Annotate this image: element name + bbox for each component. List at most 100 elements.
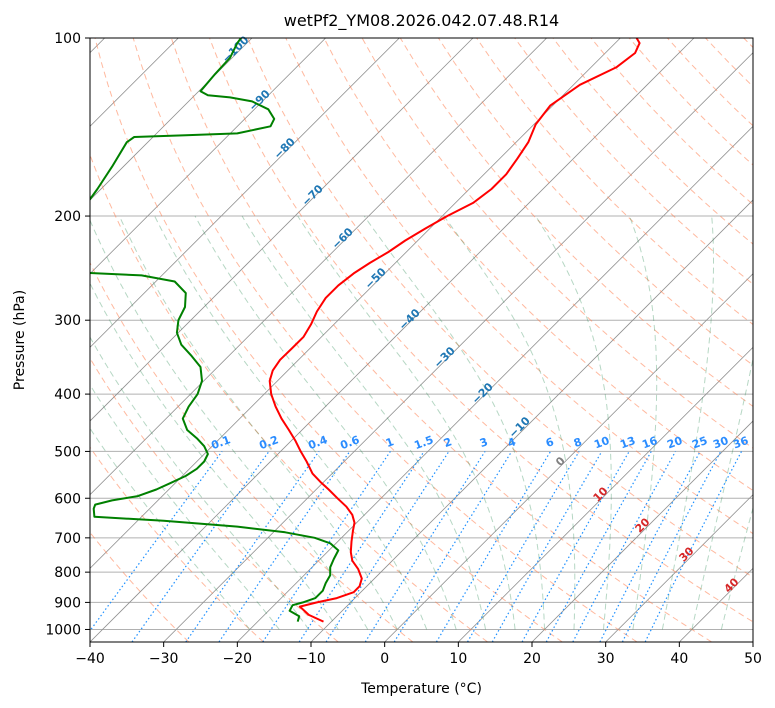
x-tick-label: 0 bbox=[380, 651, 389, 667]
y-tick-label: 500 bbox=[54, 444, 81, 460]
moist-adiabat-label: 0 bbox=[553, 454, 568, 469]
x-tick-label: −10 bbox=[296, 651, 326, 667]
isotherm-line bbox=[458, 346, 753, 642]
y-tick-label: 700 bbox=[54, 531, 81, 547]
profiles bbox=[90, 38, 641, 623]
dry-adiabat-label: −40 bbox=[396, 306, 423, 333]
mixing-ratio-line bbox=[644, 451, 743, 642]
moist-adiabat bbox=[90, 282, 339, 630]
mixing-ratio-line bbox=[364, 451, 486, 642]
dry-adiabat bbox=[743, 38, 753, 49]
isotherm-line bbox=[90, 38, 695, 642]
y-tick-label: 200 bbox=[54, 209, 81, 225]
y-tick-label: 300 bbox=[54, 313, 81, 329]
mixing-ratio-label: 25 bbox=[690, 434, 709, 451]
moist-adiabat bbox=[241, 215, 487, 630]
plot-area: 0.1 0.2 0.4 0.6 1 1.5 2 3 4 6 8 10 13 16 20 25 30 36−100−… bbox=[45, 31, 762, 667]
mixing-ratio-line bbox=[435, 451, 552, 642]
dry-adiabat-label: −60 bbox=[329, 225, 356, 252]
dry-adiabat bbox=[476, 38, 753, 326]
moist-adiabat-label: 30 bbox=[677, 544, 697, 564]
x-tick-label: −30 bbox=[149, 651, 179, 667]
mixing-ratio-line bbox=[621, 451, 722, 642]
dry-adiabat-label: −30 bbox=[431, 344, 458, 371]
mixing-ratio-label: 8 bbox=[572, 435, 584, 450]
y-tick-label: 600 bbox=[54, 491, 81, 507]
mixing-ratio-label: 0.4 bbox=[306, 433, 329, 452]
isotherm-line bbox=[531, 420, 753, 642]
dry-adiabat-label: −70 bbox=[299, 182, 326, 209]
y-tick-label: 1000 bbox=[45, 622, 81, 638]
dry-adiabat bbox=[90, 531, 190, 642]
moist-adiabat bbox=[691, 356, 753, 630]
mixing-ratio-label: 0.1 bbox=[209, 433, 232, 452]
dry-adiabat bbox=[170, 38, 712, 642]
moist-adiabat-label: 10 bbox=[591, 484, 611, 504]
temperature-profile bbox=[268, 38, 641, 623]
dry-adiabat bbox=[285, 38, 753, 535]
isotherm-line bbox=[90, 38, 547, 496]
isotherm-line bbox=[310, 199, 753, 642]
dry-adiabat-label: −10 bbox=[506, 414, 533, 441]
x-tick-label: 40 bbox=[670, 651, 688, 667]
mixing-ratio-line bbox=[325, 451, 450, 642]
annotation-labels: 0.1 0.2 0.4 0.6 1 1.5 2 3 4 6 8 10 13 16 20 25 30 36−100−… bbox=[209, 33, 750, 595]
y-tick-label: 400 bbox=[54, 387, 81, 403]
dry-adiabat bbox=[705, 38, 753, 88]
mixing-ratio-line bbox=[298, 451, 425, 642]
y-tick-label: 800 bbox=[54, 565, 81, 581]
y-axis-label: Pressure (hPa) bbox=[12, 290, 28, 390]
moist-adiabat bbox=[535, 215, 612, 630]
mixing-ratio-label: 36 bbox=[731, 434, 750, 452]
isotherm-line bbox=[752, 641, 753, 642]
moist-adiabat bbox=[194, 215, 457, 630]
mixing-ratio-line bbox=[131, 451, 270, 642]
isotherm-line bbox=[90, 38, 253, 201]
mixing-ratio-label: 3 bbox=[478, 435, 490, 450]
moist-adiabat bbox=[297, 215, 516, 630]
mixing-ratio-line bbox=[185, 451, 320, 642]
moist-adiabat bbox=[443, 215, 576, 630]
dry-adiabat bbox=[132, 38, 638, 642]
mixing-ratio-label: 0.2 bbox=[257, 433, 280, 452]
mixing-ratio-line bbox=[545, 451, 652, 642]
mixing-ratio-label: 16 bbox=[640, 434, 659, 452]
mixing-ratio-line bbox=[393, 451, 513, 642]
dry-adiabat bbox=[90, 357, 339, 642]
mixing-ratio-label: 1.5 bbox=[412, 433, 435, 452]
moist-adiabat bbox=[118, 215, 398, 630]
mixing-ratio-label: 0.6 bbox=[338, 433, 361, 452]
dry-adiabat bbox=[247, 38, 753, 578]
moist-adiabat bbox=[90, 427, 251, 630]
dry-adiabat bbox=[514, 38, 753, 285]
dry-adiabat-label: −80 bbox=[271, 135, 298, 162]
x-tick-label: 50 bbox=[744, 651, 762, 667]
moist-adiabat-label: 40 bbox=[722, 575, 742, 595]
mixing-ratio-line bbox=[521, 451, 630, 642]
moist-adiabat bbox=[90, 336, 310, 630]
moist-adiabat bbox=[629, 215, 658, 630]
plot-frame bbox=[89, 37, 754, 643]
y-tick-label: 100 bbox=[54, 31, 81, 47]
mixing-ratio-label: 2 bbox=[442, 435, 454, 450]
x-tick-label: 30 bbox=[597, 651, 615, 667]
mixing-ratio-label: 4 bbox=[506, 435, 518, 450]
dewpoint-profile bbox=[90, 38, 340, 622]
x-axis-label: Temperature (°C) bbox=[360, 681, 482, 697]
dry-adiabat bbox=[323, 38, 753, 492]
moist-adiabat bbox=[90, 218, 369, 630]
y-tick-label: 900 bbox=[54, 595, 81, 611]
dry-adiabat-label: −20 bbox=[469, 380, 496, 407]
moist-adiabat bbox=[90, 383, 280, 630]
dry-adiabat bbox=[90, 261, 414, 642]
dry-adiabat-label: −50 bbox=[362, 265, 389, 292]
isotherm-line bbox=[90, 38, 474, 422]
dry-adiabat bbox=[90, 446, 264, 642]
moist-adiabat bbox=[154, 215, 428, 630]
chart-title: wetPf2_YM08.2026.042.07.48.R14 bbox=[284, 11, 559, 31]
dry-adiabat bbox=[209, 38, 753, 623]
mixing-ratio-label: 1 bbox=[384, 435, 396, 450]
moist-adiabat-label: 20 bbox=[633, 515, 653, 535]
moist-adiabat bbox=[661, 215, 714, 630]
